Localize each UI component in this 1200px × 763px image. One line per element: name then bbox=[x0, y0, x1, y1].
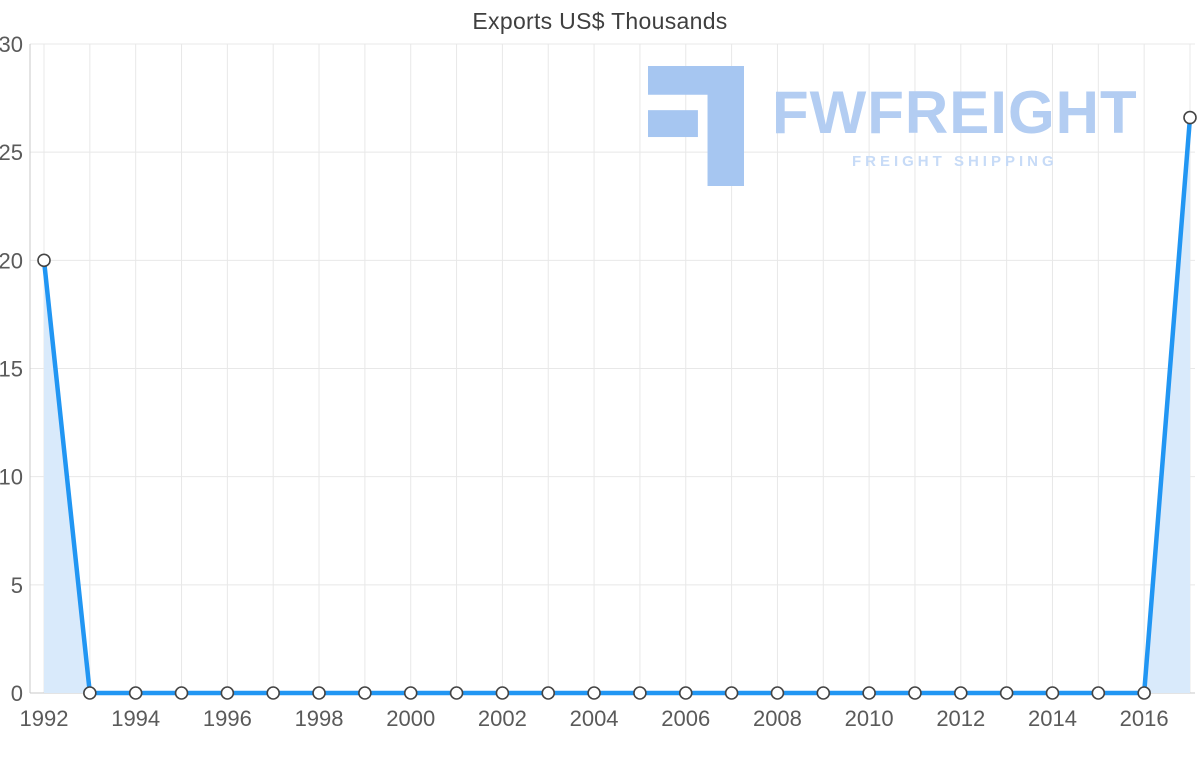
y-tick-label: 15 bbox=[0, 357, 23, 382]
watermark-tagline-text: FREIGHT SHIPPING bbox=[851, 152, 1058, 170]
data-point-marker bbox=[220, 686, 235, 700]
y-tick-label: 5 bbox=[11, 573, 23, 598]
data-point-marker bbox=[953, 686, 968, 700]
data-point-marker bbox=[862, 686, 876, 700]
data-point-marker bbox=[312, 686, 326, 700]
x-tick-label: 2004 bbox=[570, 706, 619, 731]
data-point-marker bbox=[541, 686, 556, 700]
series-line bbox=[41, 115, 1193, 696]
x-tick-label: 2016 bbox=[1120, 706, 1169, 731]
data-point-marker bbox=[908, 686, 922, 700]
watermark-brand-text: FWFREIGHT bbox=[772, 78, 1138, 146]
x-tick-label: 1992 bbox=[20, 706, 69, 731]
x-tick-label: 2012 bbox=[936, 706, 985, 731]
data-point-marker bbox=[999, 686, 1014, 700]
data-point-marker bbox=[816, 686, 831, 700]
y-tick-label: 20 bbox=[0, 248, 23, 273]
y-tick-label: 25 bbox=[0, 140, 23, 165]
data-point-marker bbox=[174, 686, 189, 700]
watermark-text-block: FWFREIGHT FREIGHT SHIPPING bbox=[772, 78, 1138, 170]
data-point-marker bbox=[128, 686, 143, 700]
data-point-marker bbox=[587, 686, 601, 700]
x-tick-label: 2006 bbox=[661, 706, 710, 731]
watermark: FWFREIGHT FREIGHT SHIPPING bbox=[648, 66, 1138, 186]
fwfreight-logo-icon bbox=[648, 66, 744, 186]
x-tick-label: 2000 bbox=[386, 706, 435, 731]
chart-title: Exports US$ Thousands bbox=[472, 8, 728, 34]
data-point-marker bbox=[1045, 686, 1060, 700]
x-tick-label: 1994 bbox=[111, 706, 160, 731]
data-point-marker bbox=[1137, 686, 1151, 700]
data-point-marker bbox=[37, 253, 51, 268]
data-point-marker bbox=[403, 686, 418, 700]
data-point-marker bbox=[770, 686, 785, 700]
x-tick-label: 1998 bbox=[295, 706, 344, 731]
data-point-marker bbox=[266, 686, 281, 700]
x-tick-label: 2002 bbox=[478, 706, 527, 731]
data-point-marker bbox=[724, 686, 739, 700]
x-tick-label: 1996 bbox=[203, 706, 252, 731]
data-point-marker bbox=[1183, 110, 1197, 125]
data-point-marker bbox=[449, 686, 464, 700]
data-point-marker bbox=[358, 686, 372, 700]
y-tick-label: 0 bbox=[11, 681, 23, 706]
data-point-marker bbox=[83, 686, 97, 700]
x-tick-label: 2010 bbox=[845, 706, 894, 731]
area-fill bbox=[44, 117, 1190, 693]
x-tick-label: 2014 bbox=[1028, 706, 1077, 731]
y-tick-label: 10 bbox=[0, 465, 23, 490]
data-point-marker bbox=[1091, 686, 1106, 700]
data-point-marker bbox=[633, 686, 647, 700]
x-tick-label: 2008 bbox=[753, 706, 802, 731]
data-point-marker bbox=[495, 686, 510, 700]
data-point-marker bbox=[678, 686, 693, 700]
y-tick-label: 30 bbox=[0, 32, 23, 57]
